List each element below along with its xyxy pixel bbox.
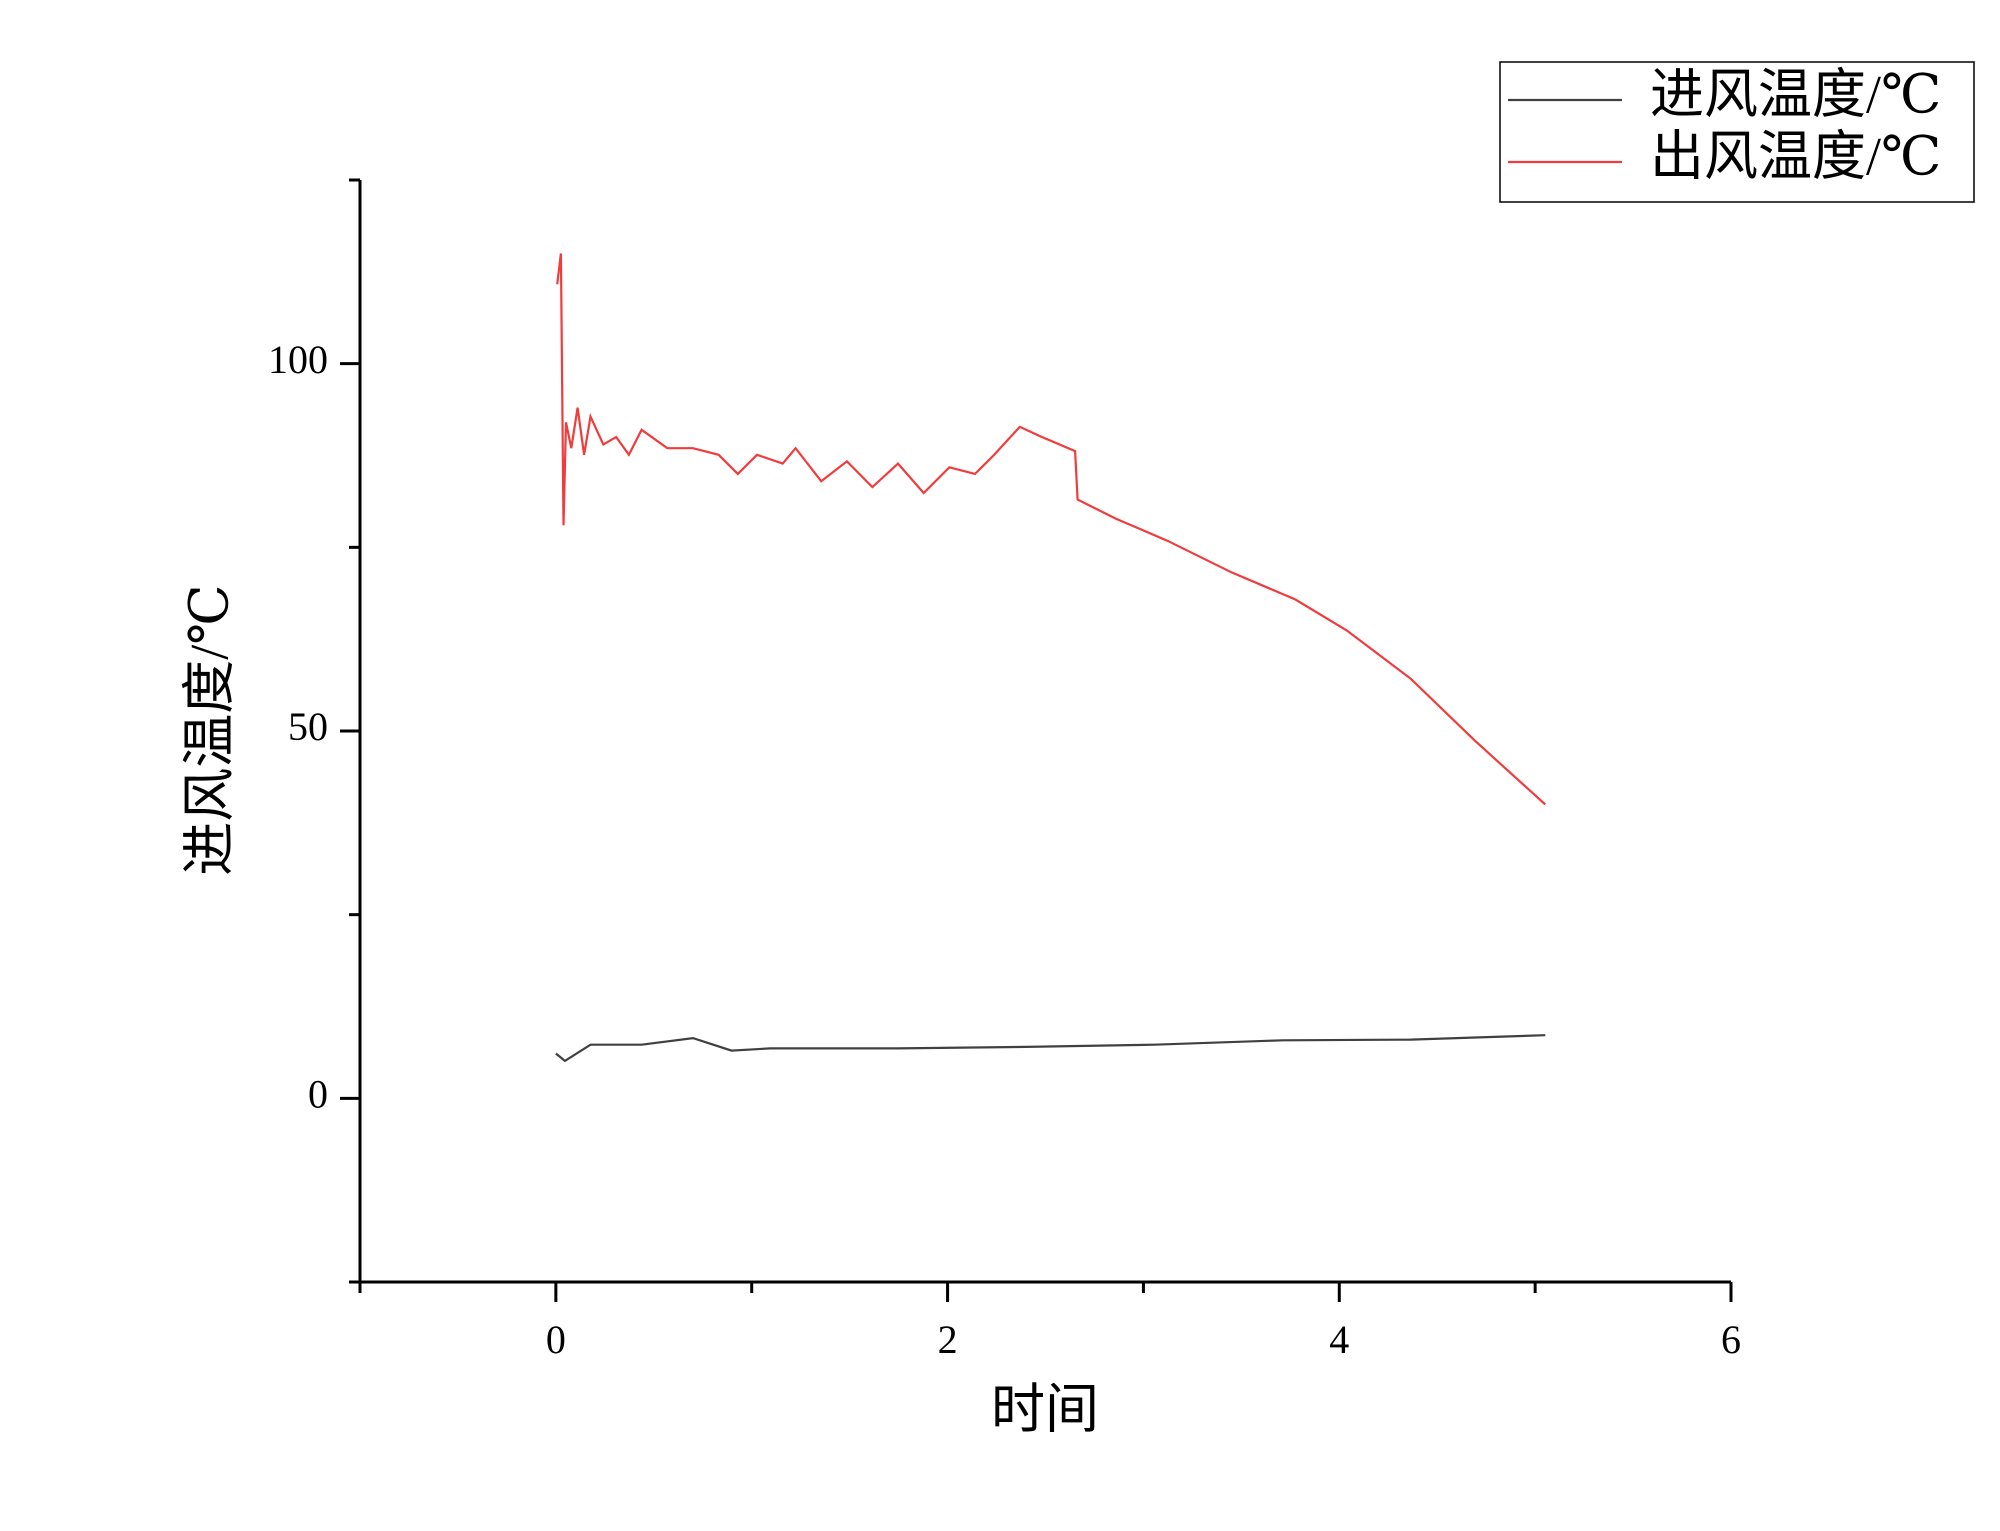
y-axis-label: 进风温度/℃ <box>179 584 239 875</box>
legend-box <box>1499 61 1975 203</box>
series-line <box>555 1034 1546 1063</box>
y-tick-label: 100 <box>268 337 328 382</box>
legend-label: 进风温度/℃ <box>1650 64 1941 124</box>
y-tick-label: 0 <box>308 1072 328 1117</box>
series-line <box>556 253 1547 806</box>
y-tick-label: 50 <box>288 704 328 749</box>
legend-label: 出风温度/℃ <box>1650 126 1941 186</box>
x-tick-label: 2 <box>938 1317 958 1362</box>
x-tick-label: 4 <box>1329 1317 1349 1362</box>
x-tick-label: 0 <box>546 1317 566 1362</box>
x-axis-label: 时间 <box>991 1379 1099 1439</box>
x-tick-label: 6 <box>1721 1317 1741 1362</box>
